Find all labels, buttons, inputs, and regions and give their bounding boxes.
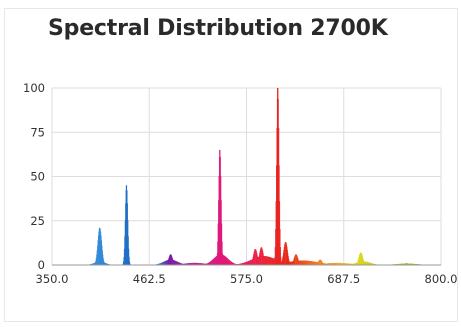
chart-frame	[4, 8, 458, 322]
spectrum-strip	[279, 229, 281, 265]
chart-title: Spectral Distribution 2700K	[48, 16, 388, 41]
spectrum-strip	[128, 248, 130, 265]
y-tick-label: 25	[30, 214, 45, 228]
gridlines	[51, 87, 442, 266]
spectrum-strip	[129, 261, 131, 265]
x-tick-label: 462.5	[133, 272, 166, 286]
spectrum-strip	[279, 247, 281, 265]
x-tick-label: 687.5	[327, 272, 360, 286]
spectrum-strip	[129, 263, 131, 265]
spectrum-strip	[280, 257, 282, 265]
y-tick-label: 0	[38, 258, 45, 272]
axes: 0 25 50 75 100 350.0 462.5 575.0 687.5 800.0	[23, 81, 457, 286]
y-tick-label: 100	[23, 81, 45, 95]
y-tick-label: 75	[30, 125, 45, 139]
x-tick-label: 575.0	[230, 272, 263, 286]
x-tick-label: 800.0	[425, 272, 458, 286]
spectrum-strip	[221, 241, 223, 265]
y-tick-label: 50	[30, 170, 45, 184]
x-tick-label: 350.0	[36, 272, 69, 286]
spectrum-strip	[128, 256, 130, 265]
spectrum-series	[87, 88, 426, 265]
